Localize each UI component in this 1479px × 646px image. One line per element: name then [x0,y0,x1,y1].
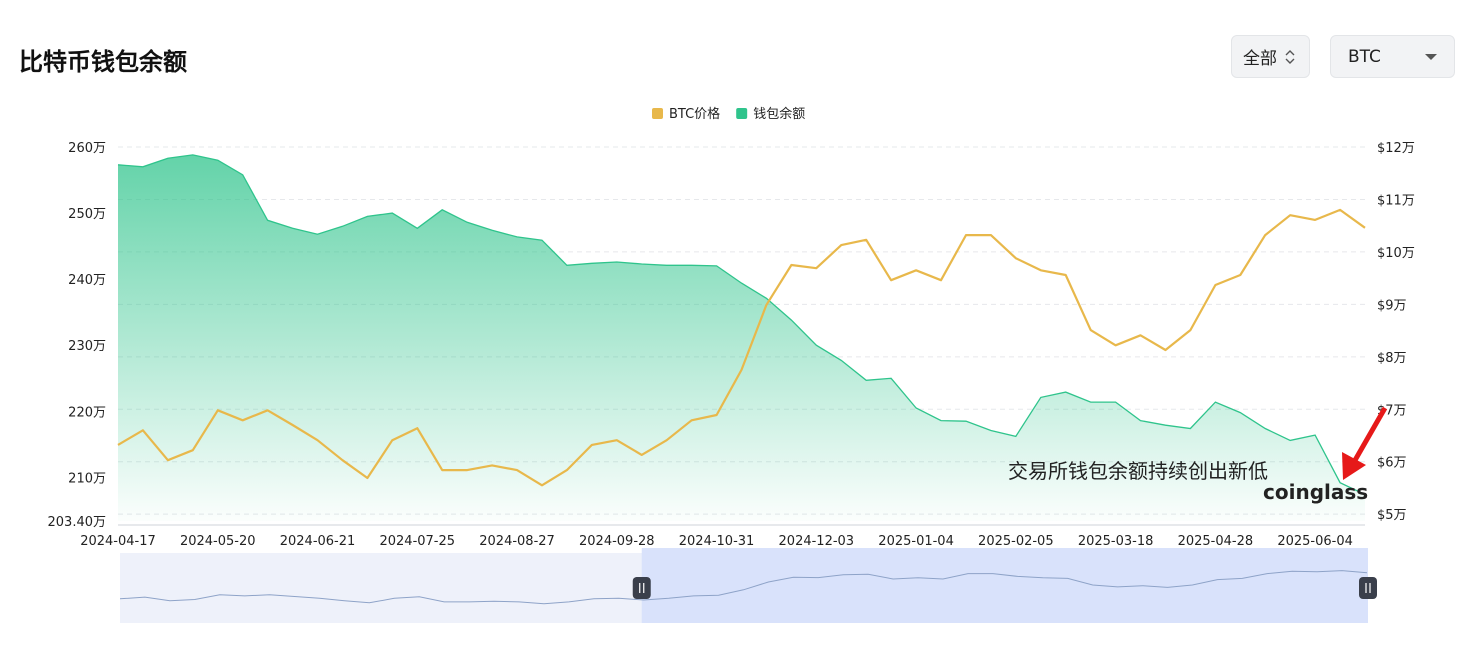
y-tick-label: 260万 [68,141,106,156]
y2-tick-label: $8万 [1377,351,1407,366]
dropdown-caret [1425,54,1437,60]
legend-label: BTC价格 [669,106,720,122]
x-tick-label: 2024-06-21 [280,534,356,549]
x-tick-label: 2025-06-04 [1277,534,1353,549]
legend-swatch [736,108,748,119]
y2-tick-label: $6万 [1377,456,1407,471]
x-tick-label: 2024-05-20 [180,534,256,549]
y2-tick-label: $12万 [1377,141,1415,156]
page-title: 比特币钱包余额 [19,48,187,76]
annotation-arrow [1351,406,1388,464]
line [117,208,1366,487]
select-arrows [1285,49,1295,64]
area-line [117,154,1366,496]
watermark: coinglass [1263,480,1368,504]
slider-handle-grip [1365,583,1371,593]
x-tick-label: 2024-04-17 [80,534,156,549]
annotation-arrowhead [1342,452,1366,480]
slider-handle[interactable] [632,577,651,599]
x-tick-label: 2025-04-28 [1178,534,1254,549]
slider-line [119,570,1368,605]
y2-tick-label: $7万 [1377,403,1407,418]
asset-select[interactable]: BTC [1330,35,1455,78]
x-tick-label: 2024-12-03 [779,534,855,549]
y-tick-label: 230万 [68,339,106,354]
y2-tick-label: $11万 [1377,193,1415,208]
y2-tick-label: $10万 [1377,246,1415,261]
x-tick-label: 2024-07-25 [379,534,455,549]
x-tick-label: 2024-09-28 [579,534,655,549]
y-tick-label: 203.40万 [48,515,107,530]
x-tick-label: 2025-03-18 [1078,534,1154,549]
y2-tick-label: $9万 [1377,298,1407,313]
y-tick-label: 250万 [68,207,106,222]
annotation: 交易所钱包余额持续创出新低 [1008,459,1268,483]
x-tick-label: 2024-10-31 [679,534,755,549]
range-select[interactable]: 全部 [1231,35,1310,78]
x-tick-label: 2025-02-05 [978,534,1054,549]
y2-tick-label: $5万 [1377,508,1407,523]
slider-selection [641,548,1368,623]
slider-handle-grip [639,583,645,593]
range-select-label: 全部 [1243,49,1277,69]
slider-handle[interactable] [1359,577,1377,599]
area [118,154,1365,521]
y-tick-label: 210万 [68,471,106,486]
x-tick-label: 2025-01-04 [878,534,954,549]
y-tick-label: 240万 [68,273,106,288]
x-tick-label: 2024-08-27 [479,534,555,549]
legend-label: 钱包余额 [753,106,805,122]
y-tick-label: 220万 [68,405,106,420]
legend-swatch [652,108,663,119]
asset-select-label: BTC [1348,46,1381,67]
